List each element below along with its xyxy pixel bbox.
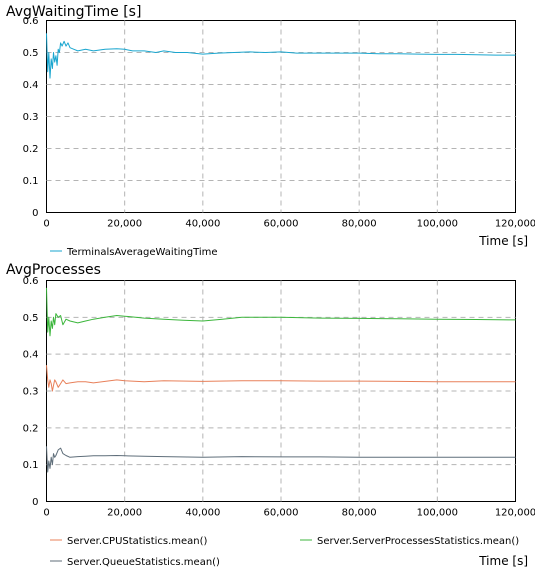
- y-tick-label: 0.4: [23, 80, 39, 91]
- y-tick-label: 0.3: [23, 387, 39, 398]
- x-tick-label: 20,000: [107, 508, 142, 519]
- y-tick-label: 0.4: [23, 350, 39, 361]
- legend-label: TerminalsAverageWaitingTime: [66, 247, 218, 258]
- legend-label: Server.ServerProcessesStatistics.mean(): [317, 536, 519, 547]
- chart-avg-waiting-time: AvgWaitingTime [s] 0 0.1 0.2 0.3 0.4 0.5 0.6 0…: [6, 4, 535, 258]
- y-tick-label: 0: [32, 208, 38, 219]
- y-tick-label: 0.1: [23, 460, 39, 471]
- series-line-server-serverprocessesstatistics-mean: [46, 287, 516, 337]
- y-tick-label: 0.2: [23, 423, 39, 434]
- x-tick-label: 0: [43, 508, 49, 519]
- legend: TerminalsAverageWaitingTime: [50, 247, 218, 258]
- x-axis-label: Time [s]: [478, 234, 528, 248]
- x-tick-label: 120,000: [495, 219, 535, 230]
- y-tick-label: 0.5: [23, 48, 39, 59]
- legend-label: Server.CPUStatistics.mean(): [67, 536, 208, 547]
- x-tick-label: 60,000: [264, 508, 299, 519]
- y-tick-label: 0.3: [23, 112, 39, 123]
- y-tick-labels: 0 0.1 0.2 0.3 0.4 0.5 0.6: [23, 16, 39, 219]
- series-lines: [46, 287, 516, 473]
- series-line-server-cpustatistics-mean: [46, 365, 516, 392]
- x-tick-label: 100,000: [417, 508, 458, 519]
- x-tick-label: 20,000: [107, 219, 142, 230]
- x-tick-labels: 0 20,000 40,000 60,000 80,000 100,000 120,000: [43, 219, 535, 230]
- chart-title: AvgProcesses: [6, 262, 101, 278]
- series-line-terminalsaveragewaitingtime: [46, 33, 516, 79]
- chart-avg-processes: AvgProcesses 0 0.1 0.2 0.3 0.4 0.5 0.6 0 20,000…: [6, 262, 535, 568]
- x-tick-label: 80,000: [342, 219, 377, 230]
- x-tick-label: 40,000: [185, 219, 220, 230]
- x-tick-label: 100,000: [417, 219, 458, 230]
- x-axis-label: Time [s]: [478, 554, 528, 568]
- x-tick-label: 40,000: [185, 508, 220, 519]
- x-tick-label: 120,000: [495, 508, 535, 519]
- y-tick-label: 0.2: [23, 144, 39, 155]
- y-tick-label: 0: [32, 497, 38, 508]
- y-tick-label: 0.6: [23, 276, 39, 287]
- y-tick-label: 0.5: [23, 313, 39, 324]
- grid-lines: [46, 20, 516, 213]
- y-tick-label: 0.6: [23, 16, 39, 27]
- x-tick-label: 60,000: [264, 219, 299, 230]
- x-tick-labels: 0 20,000 40,000 60,000 80,000 100,000 120,000: [43, 508, 535, 519]
- chart-title: AvgWaitingTime [s]: [6, 4, 141, 20]
- series-line-server-queuestatistics-mean: [46, 446, 516, 473]
- x-tick-label: 0: [43, 219, 49, 230]
- legend: Server.CPUStatistics.mean() Server.Serve…: [50, 536, 519, 568]
- legend-label: Server.QueueStatistics.mean(): [67, 557, 220, 568]
- y-tick-labels: 0 0.1 0.2 0.3 0.4 0.5 0.6: [23, 276, 39, 508]
- y-tick-label: 0.1: [23, 176, 39, 187]
- series-lines: [46, 33, 516, 79]
- x-tick-label: 80,000: [342, 508, 377, 519]
